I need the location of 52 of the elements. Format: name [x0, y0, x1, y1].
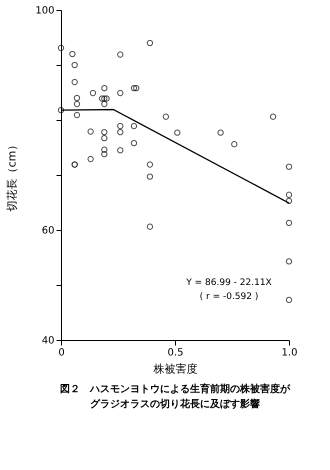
- y-tick-label: 40: [42, 336, 54, 346]
- point: [217, 130, 224, 136]
- point: [174, 130, 180, 136]
- point: [130, 122, 138, 130]
- point: [286, 164, 292, 170]
- point: [146, 40, 154, 46]
- point: [69, 50, 76, 58]
- point: [101, 84, 108, 92]
- point: [117, 51, 124, 58]
- point: [101, 146, 108, 153]
- point: [231, 141, 238, 148]
- point: [117, 147, 124, 154]
- point: [146, 161, 154, 168]
- point: [87, 156, 94, 162]
- y-tick-label: 100: [35, 6, 54, 16]
- point: [72, 78, 78, 86]
- point: [90, 90, 96, 96]
- text: 図２ ハスモンヨトウによる生育前期の株被害度がグラジオラスの切り花長に及ぼす影響: [60, 383, 291, 410]
- point: [101, 128, 108, 136]
- point: [270, 114, 276, 120]
- point: [130, 140, 138, 146]
- point: [101, 95, 108, 102]
- point: [101, 150, 108, 158]
- point: [117, 122, 124, 130]
- y-tick-label: 60: [42, 226, 54, 236]
- y-axis-title: 切花長（cm）: [5, 140, 18, 212]
- point: [117, 90, 124, 96]
- point: [74, 100, 80, 108]
- point: [146, 224, 154, 230]
- point: [58, 44, 64, 52]
- point: [72, 62, 78, 68]
- point: [87, 128, 94, 135]
- point: [74, 94, 80, 102]
- point: [286, 198, 292, 204]
- point: [286, 258, 292, 264]
- point: [286, 296, 292, 303]
- point: [130, 84, 138, 92]
- point: [133, 84, 140, 92]
- point: [146, 174, 154, 180]
- point: [162, 114, 170, 120]
- point: [74, 112, 80, 118]
- annotation: Y = 86.99 - 22.11X: [185, 278, 272, 288]
- x-tick-label: 0.5: [168, 348, 184, 358]
- x-tick-label: 1.0: [282, 348, 298, 358]
- x-axis-title: 株被害度: [152, 362, 198, 376]
- annotation: ( r = -0.592 ): [200, 292, 258, 302]
- x-tick-label: 0: [58, 348, 65, 358]
- point: [117, 128, 124, 136]
- point: [286, 192, 292, 198]
- point: [101, 135, 108, 142]
- point: [286, 220, 292, 226]
- point: [101, 100, 108, 108]
